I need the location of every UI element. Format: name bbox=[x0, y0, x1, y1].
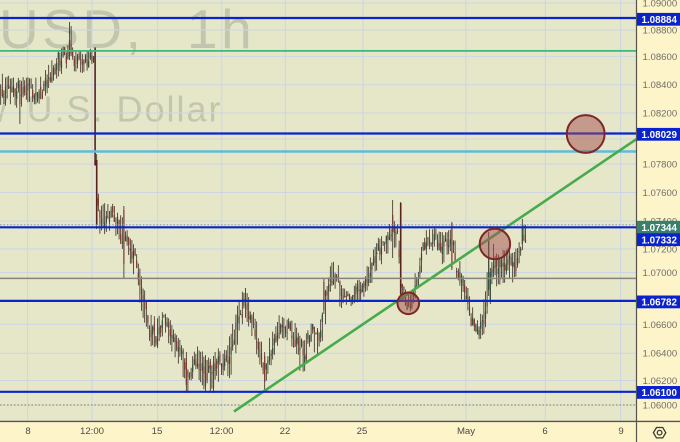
svg-text:1.07344: 1.07344 bbox=[642, 223, 678, 234]
svg-text:1.07200: 1.07200 bbox=[643, 244, 678, 255]
svg-text:1.07332: 1.07332 bbox=[642, 235, 678, 246]
svg-text:22: 22 bbox=[280, 426, 291, 437]
svg-text:12:00: 12:00 bbox=[209, 426, 233, 437]
svg-text:1.08400: 1.08400 bbox=[643, 80, 678, 91]
svg-text:1.08029: 1.08029 bbox=[642, 130, 678, 141]
svg-text:U.S. Dollar: U.S. Dollar bbox=[27, 89, 223, 130]
svg-text:12:00: 12:00 bbox=[80, 426, 104, 437]
svg-text:1.09000: 1.09000 bbox=[643, 0, 678, 9]
svg-text:25: 25 bbox=[357, 426, 368, 437]
svg-text:15: 15 bbox=[152, 426, 163, 437]
svg-text:/: / bbox=[0, 89, 10, 130]
svg-text:8: 8 bbox=[25, 426, 30, 437]
svg-text:6: 6 bbox=[542, 426, 547, 437]
svg-text:1.08800: 1.08800 bbox=[643, 25, 678, 36]
svg-text:1.06782: 1.06782 bbox=[642, 298, 678, 309]
svg-text:1.07800: 1.07800 bbox=[643, 159, 678, 170]
svg-text:1.06100: 1.06100 bbox=[642, 388, 678, 399]
svg-text:1.06600: 1.06600 bbox=[643, 320, 678, 331]
svg-text:1.08200: 1.08200 bbox=[643, 108, 678, 119]
svg-text:May: May bbox=[457, 426, 475, 437]
svg-text:1.08884: 1.08884 bbox=[642, 15, 678, 26]
svg-text:1.07600: 1.07600 bbox=[643, 188, 678, 199]
svg-text:1.07000: 1.07000 bbox=[643, 268, 678, 279]
svg-text:1.08600: 1.08600 bbox=[643, 52, 678, 63]
svg-text:1.06000: 1.06000 bbox=[643, 401, 678, 412]
svg-text:1.06400: 1.06400 bbox=[643, 349, 678, 360]
svg-text:1.06200: 1.06200 bbox=[643, 376, 678, 387]
svg-text:9: 9 bbox=[618, 426, 623, 437]
